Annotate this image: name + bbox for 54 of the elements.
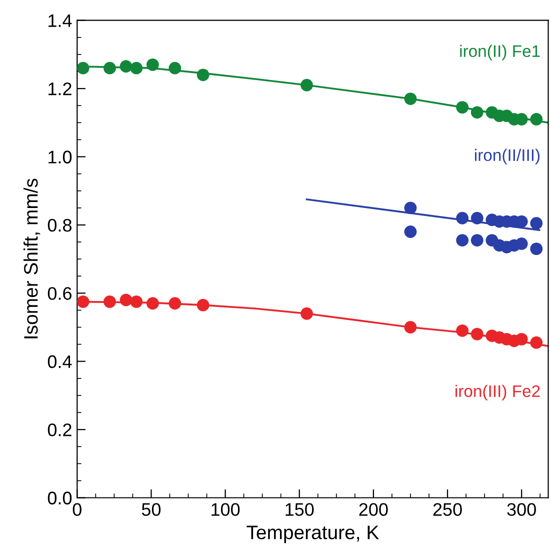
y-tick-label: 1.0	[48, 150, 72, 164]
point	[77, 62, 90, 74]
y-tick-label: 0.8	[48, 218, 72, 232]
x-tick-label: 250	[433, 503, 462, 516]
y-tick-label: 0.0	[48, 492, 72, 504]
point	[456, 101, 469, 114]
point	[456, 212, 469, 224]
point	[104, 295, 116, 308]
point	[470, 212, 484, 224]
x-tick-label: 300	[507, 503, 536, 516]
point	[300, 78, 313, 92]
point	[470, 234, 484, 247]
x-tick-label: 150	[286, 503, 314, 516]
y-tick-label: 0.2	[48, 423, 72, 436]
point	[404, 226, 417, 238]
point	[168, 62, 182, 74]
point	[470, 106, 484, 119]
point	[146, 297, 159, 310]
point	[530, 336, 543, 349]
point	[515, 237, 528, 250]
point	[530, 242, 543, 256]
y-tick-label: 0.6	[48, 287, 72, 300]
y-axis-title: Isomer Shift, mm/s	[24, 178, 40, 338]
y-tick-label: 1.2	[48, 82, 72, 96]
point	[470, 328, 484, 340]
point	[515, 332, 528, 346]
point	[196, 68, 210, 82]
point	[404, 92, 417, 105]
text: iron(III) Fe2	[456, 384, 540, 400]
point	[456, 234, 469, 247]
point	[530, 217, 543, 230]
point	[530, 113, 543, 126]
x-tick-label: 50	[142, 503, 161, 516]
text: iron(II) Fe1	[460, 44, 540, 60]
x-tick-label: 0	[72, 503, 82, 516]
point	[77, 295, 90, 308]
point	[120, 294, 132, 306]
point	[130, 62, 143, 74]
y-tick-label: 0.4	[48, 355, 72, 368]
point	[404, 321, 417, 334]
point	[130, 295, 143, 308]
x-tick-label: 100	[212, 503, 240, 516]
text: iron(II/III)	[475, 148, 540, 164]
point	[146, 58, 159, 71]
point	[104, 62, 116, 74]
point	[404, 202, 417, 214]
x-axis-title: Temperature, K	[246, 526, 379, 544]
y-tick-label: 1.4	[48, 14, 72, 27]
x-tick-label: 200	[359, 503, 388, 516]
point	[120, 60, 132, 73]
point	[196, 298, 210, 312]
point	[168, 297, 182, 310]
point	[456, 324, 469, 337]
point	[300, 307, 313, 320]
